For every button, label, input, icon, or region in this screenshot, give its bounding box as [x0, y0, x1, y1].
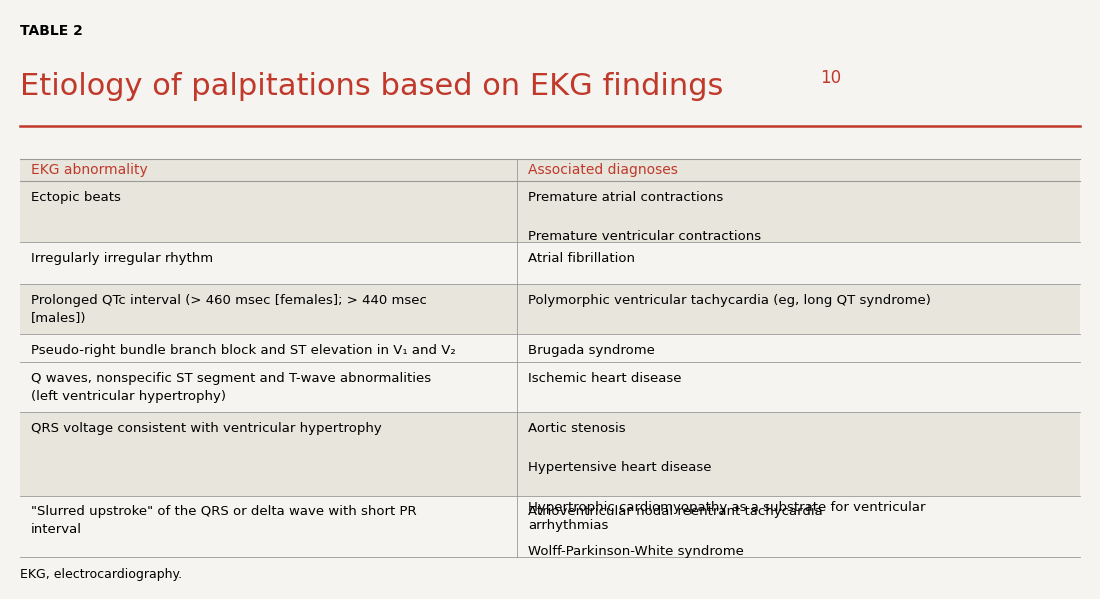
- Text: QRS voltage consistent with ventricular hypertrophy: QRS voltage consistent with ventricular …: [31, 422, 382, 435]
- Text: Premature ventricular contractions: Premature ventricular contractions: [528, 230, 761, 243]
- Text: Premature atrial contractions: Premature atrial contractions: [528, 190, 724, 204]
- Text: Prolonged QTc interval (> 460 msec [females]; > 440 msec
[males]): Prolonged QTc interval (> 460 msec [fema…: [31, 294, 427, 325]
- Text: EKG abnormality: EKG abnormality: [31, 163, 147, 177]
- Bar: [20, 181, 1080, 243]
- Text: "Slurred upstroke" of the QRS or delta wave with short PR
interval: "Slurred upstroke" of the QRS or delta w…: [31, 506, 417, 536]
- Text: Wolff-Parkinson-White syndrome: Wolff-Parkinson-White syndrome: [528, 545, 744, 558]
- Bar: [20, 243, 1080, 284]
- Text: Ischemic heart disease: Ischemic heart disease: [528, 371, 682, 385]
- Text: Etiology of palpitations based on EKG findings: Etiology of palpitations based on EKG fi…: [20, 72, 723, 101]
- Text: Q waves, nonspecific ST segment and T-wave abnormalities
(left ventricular hyper: Q waves, nonspecific ST segment and T-wa…: [31, 371, 431, 403]
- Text: Pseudo-right bundle branch block and ST elevation in V₁ and V₂: Pseudo-right bundle branch block and ST …: [31, 344, 455, 357]
- Bar: [20, 334, 1080, 362]
- Text: EKG, electrocardiography.: EKG, electrocardiography.: [20, 568, 182, 581]
- Bar: [20, 496, 1080, 557]
- Bar: [20, 362, 1080, 412]
- Text: 10: 10: [821, 69, 842, 87]
- Text: Polymorphic ventricular tachycardia (eg, long QT syndrome): Polymorphic ventricular tachycardia (eg,…: [528, 294, 931, 307]
- Bar: [20, 412, 1080, 496]
- Text: Atrioventricular nodal reentrant tachycardia: Atrioventricular nodal reentrant tachyca…: [528, 506, 823, 518]
- Text: TABLE 2: TABLE 2: [20, 24, 82, 38]
- Text: Associated diagnoses: Associated diagnoses: [528, 163, 678, 177]
- Text: Atrial fibrillation: Atrial fibrillation: [528, 252, 635, 265]
- Text: Hypertensive heart disease: Hypertensive heart disease: [528, 461, 712, 474]
- Text: Aortic stenosis: Aortic stenosis: [528, 422, 626, 435]
- Text: Hypertrophic cardiomyopathy as a substrate for ventricular
arrhythmias: Hypertrophic cardiomyopathy as a substra…: [528, 501, 925, 532]
- Bar: [20, 284, 1080, 334]
- Text: Ectopic beats: Ectopic beats: [31, 190, 121, 204]
- Text: Brugada syndrome: Brugada syndrome: [528, 344, 654, 357]
- Text: Irregularly irregular rhythm: Irregularly irregular rhythm: [31, 252, 213, 265]
- Bar: [20, 159, 1080, 181]
